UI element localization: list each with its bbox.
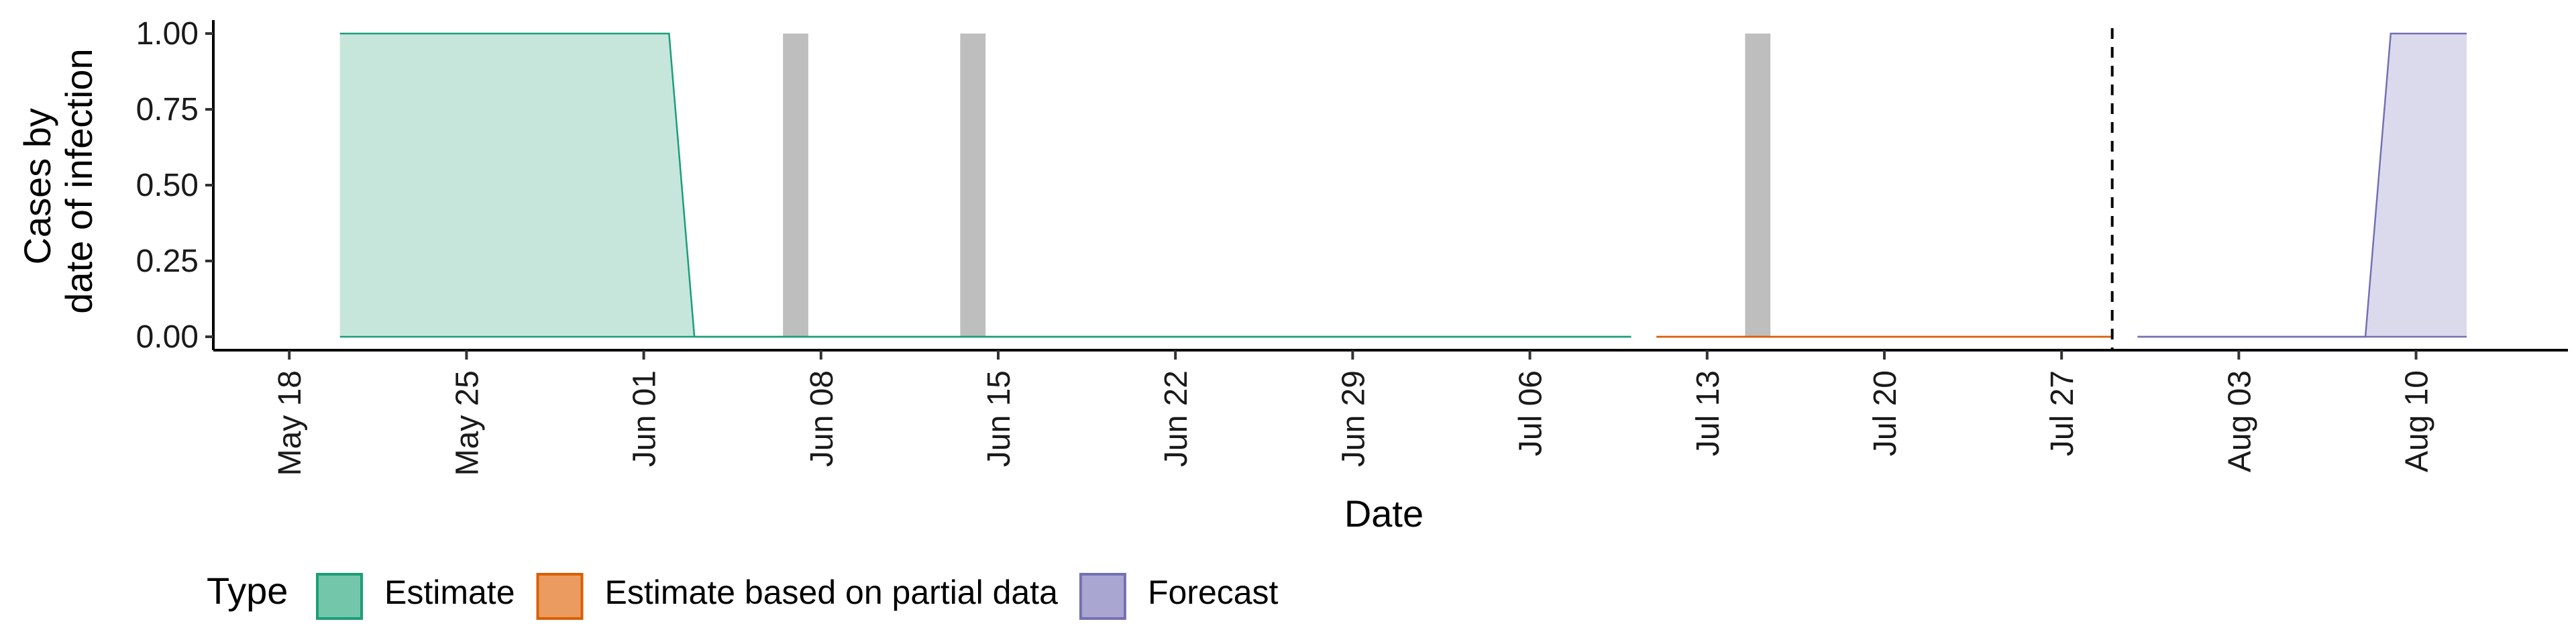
bar-layer [783, 34, 1771, 337]
x-tick-label-12: Aug 10 [2400, 370, 2435, 472]
x-tick-label-2: Jun 01 [627, 370, 663, 467]
y-axis-title: Cases by date of infection [16, 48, 100, 313]
y-tick-label-0: 0.00 [136, 319, 199, 355]
series-area-3 [2137, 34, 2467, 337]
bar-3 [1745, 34, 1771, 337]
x-tick-label-8: Jul 13 [1690, 370, 1726, 456]
series-layer [339, 32, 2467, 338]
x-tick-label-5: Jun 22 [1159, 370, 1194, 467]
bar-1 [783, 34, 808, 337]
x-tick-label-1: May 25 [449, 370, 485, 476]
x-tick-label-3: Jun 08 [804, 370, 840, 467]
y-tick-label-3: 0.75 [136, 92, 199, 127]
x-tick-label-9: Jul 20 [1868, 370, 1903, 456]
legend: Type Estimate Estimate based on partial da… [207, 570, 1279, 620]
x-tick-label-6: Jun 29 [1336, 370, 1371, 467]
y-tick-label-4: 1.00 [136, 16, 199, 52]
y-tick-label-1: 0.25 [136, 244, 199, 279]
y-axis-title-line-2: date of infection [58, 48, 100, 313]
legend-swatch-3 [1079, 573, 1126, 620]
x-tick-label-0: May 18 [272, 370, 308, 476]
legend-title: Type [207, 570, 288, 612]
legend-swatch-1 [316, 573, 363, 620]
y-tick-label-2: 0.50 [136, 168, 199, 203]
y-axis-title-line-1: Cases by [16, 108, 58, 264]
x-tick-label-7: Jul 06 [1513, 370, 1549, 456]
legend-swatch-2 [536, 573, 584, 620]
y-axis-ticks: 0.00 0.25 0.50 0.75 1.00 [136, 16, 213, 355]
x-axis-ticks: May 18 May 25 Jun 01 Jun 08 Jun 15 Jun 22 Jun … [272, 350, 2435, 476]
bar-2 [960, 34, 986, 337]
x-tick-label-10: Jul 27 [2045, 370, 2080, 456]
x-tick-label-4: Jun 15 [981, 370, 1017, 467]
x-axis-title: Date [1344, 492, 1424, 535]
x-tick-label-11: Aug 03 [2222, 370, 2257, 472]
legend-label-3: Forecast [1148, 574, 1279, 611]
legend-label-1: Estimate [384, 574, 515, 611]
legend-label-2: Estimate based on partial data [605, 574, 1059, 611]
series-area-1 [339, 34, 1631, 337]
